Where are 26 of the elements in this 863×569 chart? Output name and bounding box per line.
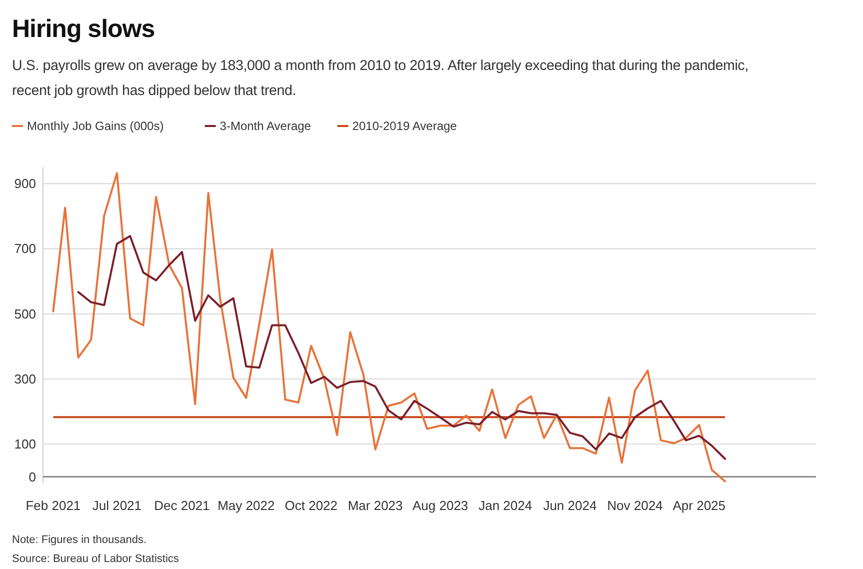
y-tick-label: 0: [28, 469, 36, 484]
x-tick-label: Dec 2021: [154, 498, 210, 513]
y-tick-label: 300: [14, 372, 36, 387]
x-tick-label: Feb 2021: [26, 498, 81, 513]
x-tick-label: Mar 2023: [348, 498, 403, 513]
y-tick-label: 700: [14, 241, 36, 256]
source-note: Source: Bureau of Labor Statistics: [12, 553, 180, 565]
text: Note: Figures in thousands.: [12, 534, 147, 546]
legend-label: 3-Month Average: [220, 119, 312, 133]
x-tick-label: May 2022: [218, 498, 275, 513]
legend-label: Monthly Job Gains (000s): [27, 119, 164, 133]
line-series: [52, 172, 726, 482]
x-tick-label: Nov 2024: [607, 498, 663, 513]
x-tick-label: Jul 2021: [92, 498, 142, 513]
x-tick-label: Aug 2023: [412, 498, 468, 513]
x-tick-label: Jan 2024: [478, 498, 532, 513]
x-tick-label: Jun 2024: [543, 498, 597, 513]
y-tick-label: 100: [14, 436, 36, 452]
chart-title: Hiring slows: [12, 15, 155, 43]
y-tick-label: 500: [14, 306, 36, 322]
chart-subtitle: U.S. payrolls grew on average by 183,000 a month from 2010 to 2019. After largely exceeding that during the pandemic, recent job growth has dipped below that trend.: [12, 58, 748, 99]
legend-label: 2010-2019 Average: [352, 119, 458, 133]
x-tick-label: Oct 2022: [284, 498, 338, 513]
x-tick-label: Apr 2025: [672, 498, 726, 513]
y-tick-label: 900: [14, 176, 36, 192]
line-series: [77, 235, 726, 460]
